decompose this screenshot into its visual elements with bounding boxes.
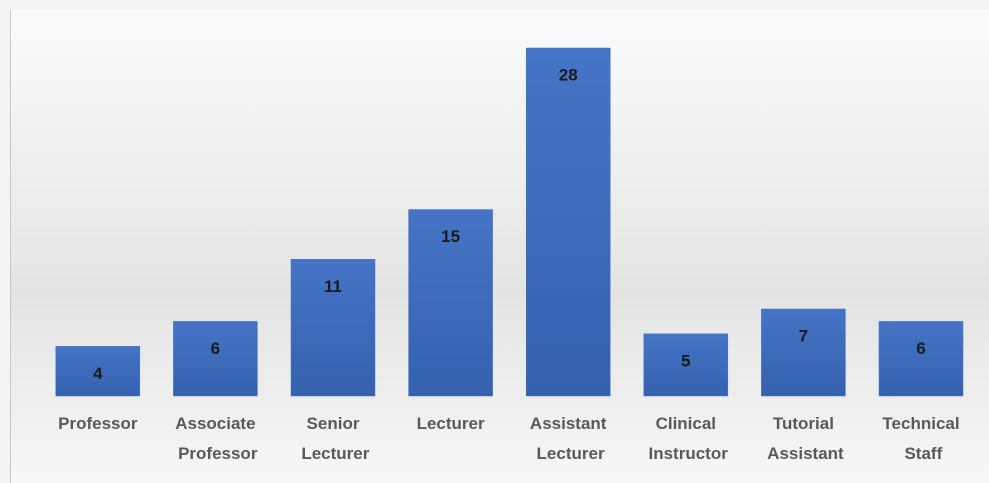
label-line: Technical bbox=[882, 414, 959, 433]
bar bbox=[643, 333, 729, 397]
x-tick-label: Clinical Instructor bbox=[644, 414, 728, 463]
data-label: 28 bbox=[559, 65, 578, 84]
bar bbox=[408, 209, 493, 397]
bar bbox=[290, 259, 376, 397]
plot-background bbox=[11, 10, 989, 483]
x-tick-label: Tutorial Assistant bbox=[763, 414, 844, 463]
bar bbox=[878, 321, 964, 397]
label-line: Clinical bbox=[656, 414, 716, 433]
label-line: Professor bbox=[58, 414, 138, 433]
data-label: 11 bbox=[324, 277, 342, 296]
label-line: Senior bbox=[307, 414, 360, 433]
data-label: 6 bbox=[916, 339, 925, 358]
label-line: Lecturer bbox=[297, 444, 370, 463]
x-tick-label: Assistant Lecturer bbox=[530, 414, 607, 463]
x-tick-label: Senior Lecturer bbox=[297, 414, 370, 463]
label-line: Professor bbox=[173, 444, 257, 463]
x-tick-label: Professor bbox=[58, 414, 138, 433]
data-label: 4 bbox=[93, 364, 103, 383]
data-label: 15 bbox=[441, 227, 460, 246]
data-label: 6 bbox=[211, 339, 220, 358]
bar bbox=[525, 47, 611, 397]
label-line: Instructor bbox=[644, 444, 728, 463]
label-line: Lecturer bbox=[417, 414, 485, 433]
bar bbox=[55, 346, 141, 397]
label-line: Tutorial bbox=[773, 414, 834, 433]
bar bbox=[173, 321, 258, 397]
data-label: 7 bbox=[799, 326, 808, 345]
label-line: Staff bbox=[900, 444, 943, 463]
label-line: Assistant bbox=[530, 414, 607, 433]
bar bbox=[761, 308, 846, 397]
x-tick-label: Associate Professor bbox=[173, 414, 257, 463]
label-line: Lecturer bbox=[532, 444, 605, 463]
x-tick-label: Lecturer bbox=[417, 414, 485, 433]
label-line: Assistant bbox=[763, 444, 844, 463]
x-tick-label: Technical Staff bbox=[882, 414, 959, 463]
data-label: 5 bbox=[681, 351, 690, 370]
label-line: Associate bbox=[175, 414, 255, 433]
